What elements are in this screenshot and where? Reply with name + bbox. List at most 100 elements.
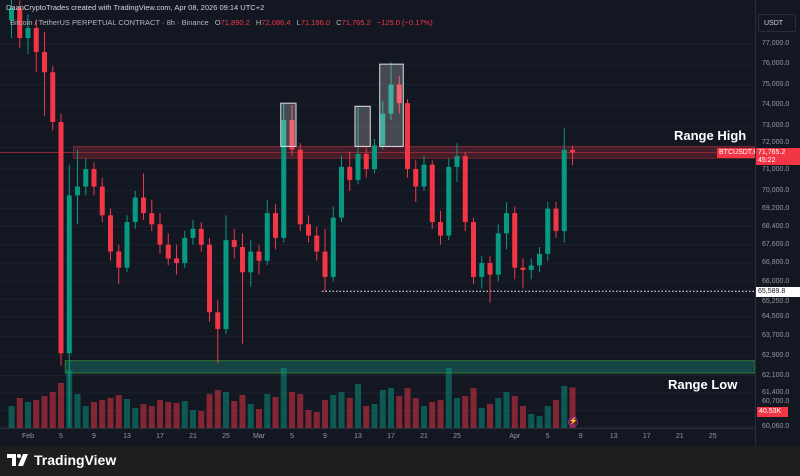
candle-body <box>380 113 386 146</box>
price-tick-label: 69,200.0 <box>762 204 790 212</box>
level-price-tag: 65,589.8 <box>756 287 800 297</box>
candle-body <box>553 208 559 232</box>
volume-bar <box>495 398 502 428</box>
candle-body <box>132 197 138 223</box>
volume-bar <box>346 398 353 428</box>
price-tick-label: 60,060.0 <box>762 423 790 430</box>
volume-bar <box>107 398 114 428</box>
price-tick-label: 65,250.0 <box>762 298 790 305</box>
candle-body <box>157 224 163 245</box>
candle-body <box>99 186 105 216</box>
high-label: H <box>255 18 262 27</box>
volume-bar <box>536 416 543 428</box>
range-high-label: Range High <box>674 128 747 143</box>
volume-bar <box>239 395 246 428</box>
volume-bar <box>25 402 31 428</box>
volume-bar <box>280 368 287 428</box>
candle-body <box>33 28 39 53</box>
volume-bar <box>437 400 444 428</box>
candle-body <box>25 28 31 39</box>
volume-bar <box>297 394 304 428</box>
time-axis[interactable]: Feb 5 9 13 17 21 25 Mar 5 9 13 17 21 25 Apr 5 9 13 17 21 25 <box>0 428 755 446</box>
candle-body <box>223 240 229 330</box>
volume-bar <box>478 408 485 428</box>
chart-plot-area[interactable]: DaanCryptoTrades created with TradingVie… <box>0 0 760 428</box>
volume-bar <box>190 410 196 428</box>
time-tick-label: 13 <box>354 433 362 440</box>
volume-bar <box>569 387 576 428</box>
candle-body <box>182 237 188 264</box>
volume-bar <box>561 386 568 428</box>
candle-body <box>339 166 344 218</box>
highlight-box <box>280 102 297 147</box>
volume-bar <box>181 401 188 428</box>
price-tick-label: 74,000.0 <box>762 101 790 109</box>
volume-bar <box>553 400 559 428</box>
candle-body <box>561 149 567 232</box>
replay-lightning-icon[interactable]: ⚡ <box>568 417 578 427</box>
candle-body <box>190 228 196 238</box>
footer: TradingView <box>0 446 800 476</box>
candlestick-chart[interactable] <box>0 0 756 428</box>
volume-bar <box>520 406 526 428</box>
volume-bar <box>289 392 295 428</box>
candle-body <box>454 156 460 167</box>
time-tick-label: Feb <box>21 433 35 440</box>
volume-bar <box>404 388 411 428</box>
candle-body <box>355 153 361 180</box>
candle-body <box>446 166 452 236</box>
candle-body <box>495 233 501 275</box>
tradingview-logo[interactable]: TradingView <box>7 452 116 468</box>
candle-body <box>66 195 72 354</box>
volume-bar <box>165 402 172 428</box>
high-value: 72,086.4 <box>261 18 291 27</box>
volume-bar <box>82 406 89 428</box>
price-tick-label: 66,000.0 <box>762 277 790 285</box>
price-tick-label: 71,000.0 <box>762 166 790 173</box>
volume-bar <box>173 403 180 428</box>
volume-bar <box>313 412 320 428</box>
tradingview-logo-icon <box>7 454 28 466</box>
volume-bar <box>305 410 312 428</box>
candle-body <box>149 213 155 225</box>
price-tick-label: 70,000.0 <box>762 186 790 194</box>
candle-body <box>116 251 122 268</box>
highlight-box <box>379 63 404 147</box>
price-axis[interactable]: USDT 77,000.0 76,000.0 75,000.0 74,000.0 73,… <box>755 0 800 446</box>
candle-body <box>363 153 369 170</box>
candle-body <box>240 246 245 273</box>
candle-body <box>405 103 410 170</box>
volume-bar <box>412 398 419 428</box>
candle-body <box>58 122 64 354</box>
time-tick-label: Apr <box>509 433 521 440</box>
volume-bar <box>487 404 493 428</box>
candle-body <box>281 119 287 238</box>
candle-body <box>314 235 320 252</box>
symbol-title: Bitcoin / TetherUS PERPETUAL CONTRACT · … <box>10 18 209 27</box>
close-label: C <box>336 18 342 27</box>
candle-body <box>429 164 435 223</box>
time-tick-label: 9 <box>323 433 327 440</box>
volume-bar <box>198 411 205 428</box>
volume-bar <box>470 388 477 428</box>
volume-bar <box>223 392 229 428</box>
range-low-zone <box>64 360 756 374</box>
volume-bar <box>214 390 221 428</box>
time-tick-label: 17 <box>387 433 395 440</box>
low-value: 71,186.0 <box>300 18 331 27</box>
highlight-box <box>354 105 371 147</box>
price-tick-label: 62,900.0 <box>762 351 790 359</box>
time-tick-label: 25 <box>708 433 717 440</box>
price-tick-label: 66,800.0 <box>762 259 790 267</box>
volume-bar <box>58 383 64 428</box>
candle-body <box>256 251 262 261</box>
candle-body <box>388 84 394 114</box>
volume-bar <box>264 394 271 428</box>
volume-bar <box>544 406 551 428</box>
candle-body <box>528 265 534 270</box>
candle-body <box>512 213 518 268</box>
volume-bar <box>231 401 238 428</box>
time-tick-label: 25 <box>453 433 461 440</box>
volume-bar <box>454 398 460 428</box>
currency-label[interactable]: USDT <box>758 14 796 32</box>
